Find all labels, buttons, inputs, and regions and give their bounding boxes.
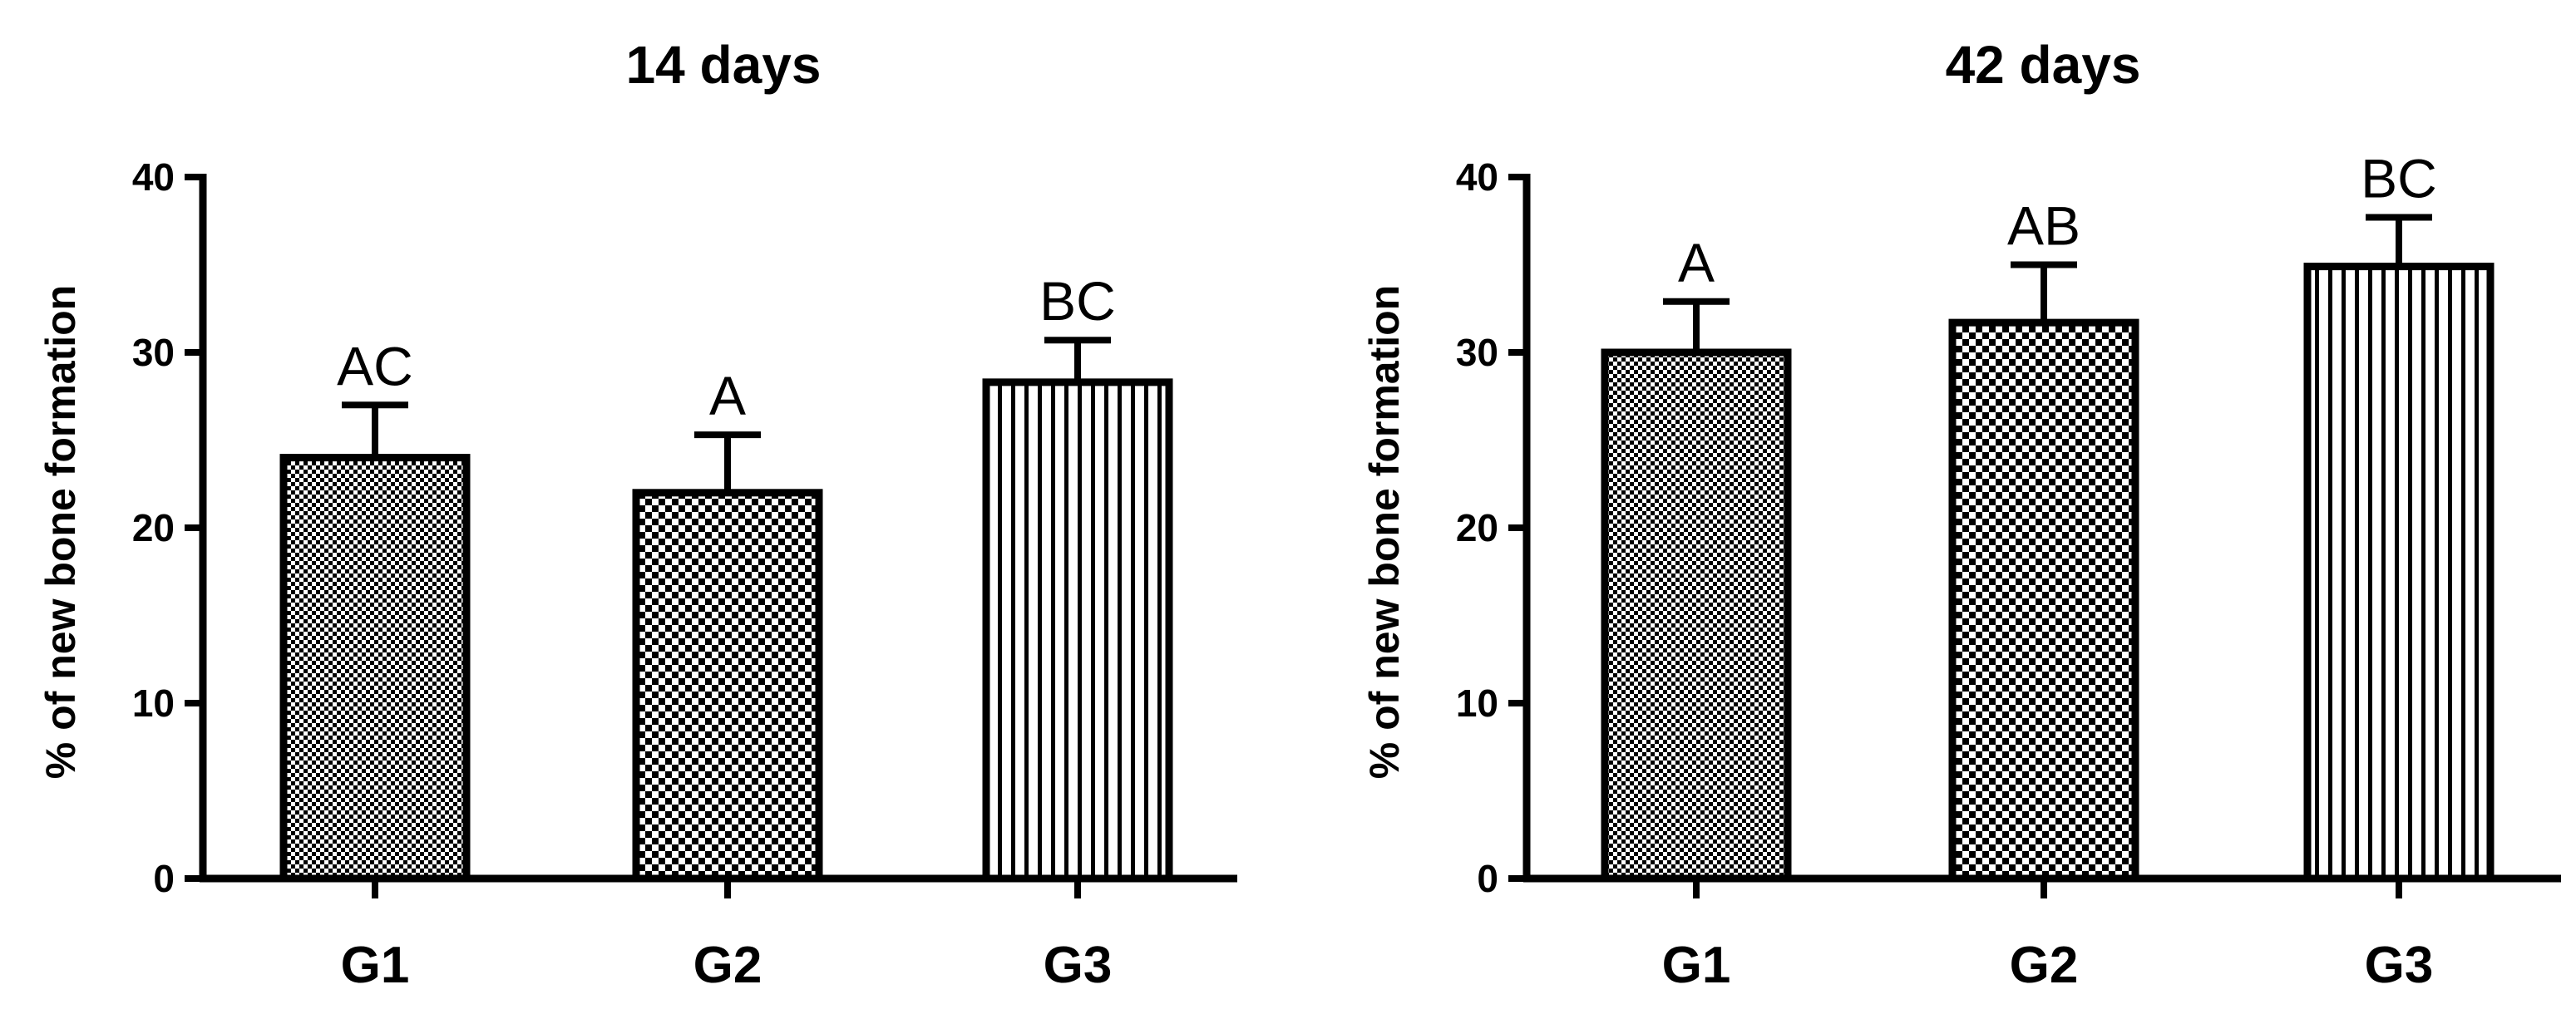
x-tick-label: G1 [341,937,410,994]
chart-title: 14 days [626,35,822,95]
y-tick-label: 30 [132,331,175,374]
x-tick-label: G2 [693,937,762,994]
significance-label: A [709,365,746,426]
bar-g3 [2303,263,2495,883]
significance-label: AB [2007,195,2080,257]
x-tick-label: G3 [1044,937,1113,994]
y-tick-label: 0 [153,857,175,900]
x-tick-label: G2 [2010,937,2079,994]
significance-label: A [1678,232,1715,293]
y-tick-label: 10 [1456,682,1498,725]
significance-label: BC [2361,148,2437,209]
bar-g2 [632,489,823,883]
y-tick-label: 20 [132,506,175,549]
bar-g3 [982,378,1173,883]
bar-g1 [1601,348,1792,883]
chart-title: 42 days [1946,35,2141,95]
significance-label: BC [1039,270,1116,332]
panel-14-days: 14 days % of new bone formation AC G1 A G2 B… [37,35,1237,994]
y-tick-label: 30 [1456,331,1498,374]
x-tick-label: G1 [1662,937,1731,994]
y-tick-label: 10 [132,682,175,725]
bar-g1 [279,454,471,883]
bar-g2 [1948,318,2139,883]
x-tick-label: G3 [2365,937,2434,994]
y-tick-label: 40 [132,155,175,199]
significance-label: AC [337,335,413,396]
y-axis-label: % of new bone formation [1361,285,1408,779]
y-axis-label: % of new bone formation [37,285,84,779]
y-tick-label: 20 [1456,506,1498,549]
panel-42-days: 42 days % of new bone formation A G1 AB G2 B… [1361,35,2561,994]
y-tick-label: 40 [1456,155,1498,199]
y-tick-label: 0 [1477,857,1498,900]
